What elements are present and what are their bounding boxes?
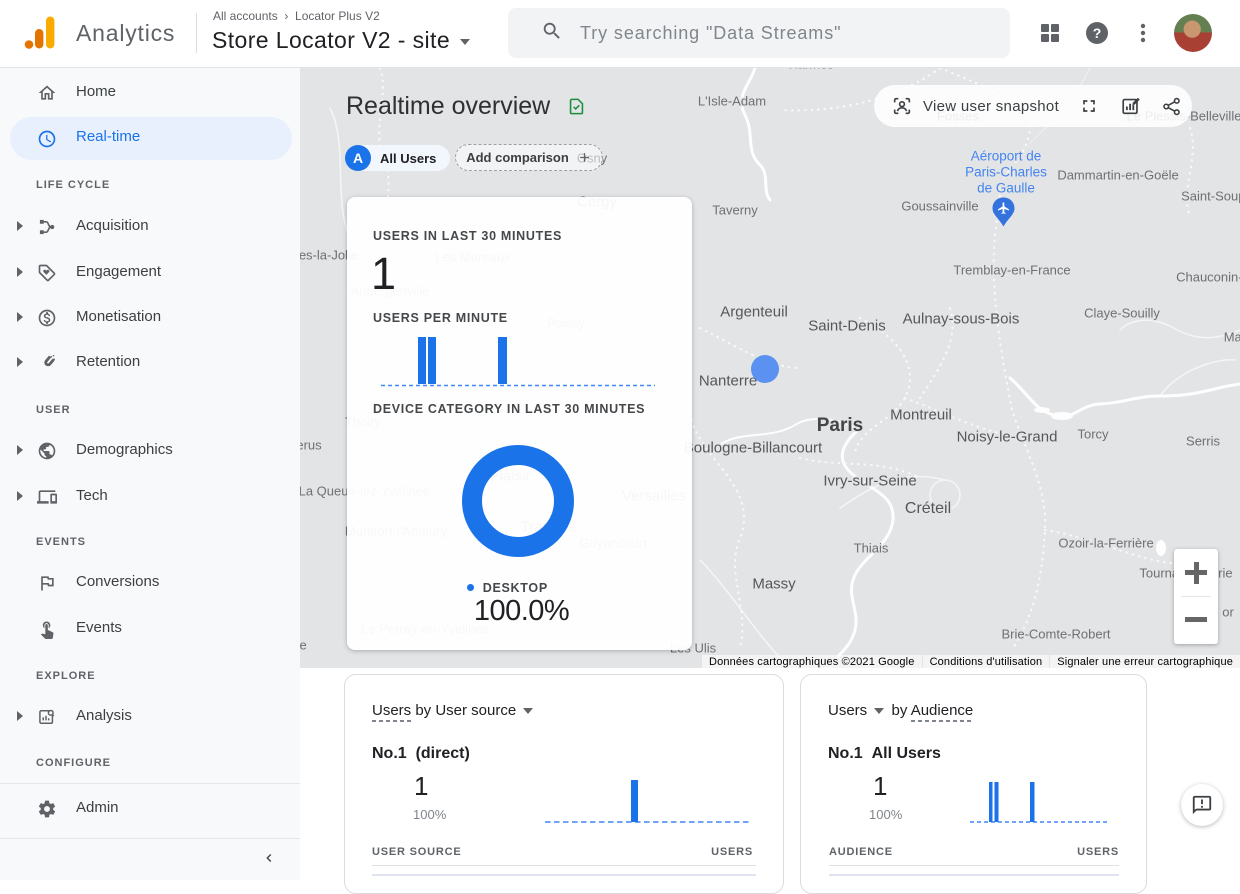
svg-text:?: ?	[1093, 25, 1102, 41]
